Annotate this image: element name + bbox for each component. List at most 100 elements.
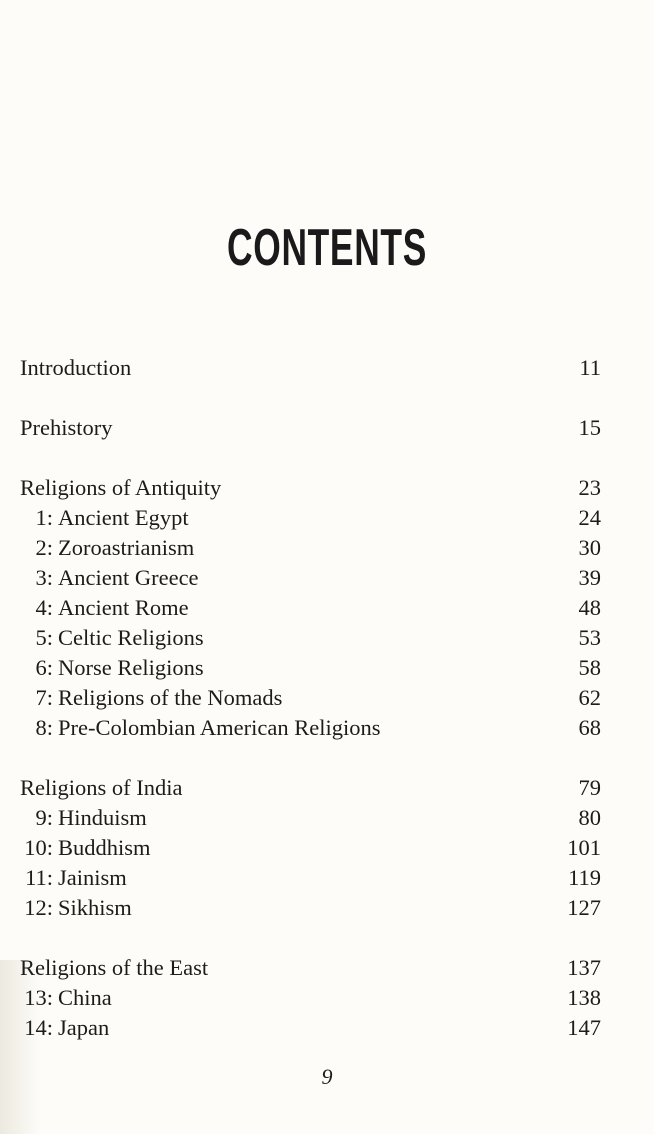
entry-page: 119 xyxy=(568,865,601,890)
page-number: 9 xyxy=(321,1064,333,1089)
entry-title: Zoroastrianism xyxy=(58,535,195,560)
toc-entry: 13: China 138 xyxy=(20,983,601,1013)
toc-entry: 3: Ancient Greece 39 xyxy=(20,563,601,593)
chapter-number: 12: xyxy=(24,895,53,920)
entry-title: Pre-Colombian American Religions xyxy=(58,715,381,740)
entry-title: Religions of the East xyxy=(20,955,209,980)
chapter-number: 1: xyxy=(35,505,53,530)
entry-title: Japan xyxy=(58,1015,110,1040)
entry-page: 24 xyxy=(578,505,602,530)
entry-label: Prehistory xyxy=(20,413,113,443)
entry-label: 8: Pre-Colombian American Religions xyxy=(20,713,380,743)
entry-label: 13: China xyxy=(20,983,112,1013)
entry-label: 9: Hinduism xyxy=(20,803,147,833)
entry-title: Religions of India xyxy=(20,775,183,800)
entry-title: Religions of the Nomads xyxy=(58,685,283,710)
entry-page: 127 xyxy=(567,895,601,920)
chapter-number: 14: xyxy=(24,1015,53,1040)
toc-entry: Prehistory 15 xyxy=(20,413,601,443)
entry-page: 138 xyxy=(567,985,601,1010)
entry-page: 48 xyxy=(578,595,602,620)
chapter-number: 2: xyxy=(35,535,53,560)
entry-label: 3: Ancient Greece xyxy=(20,563,199,593)
entry-label: 1: Ancient Egypt xyxy=(20,503,189,533)
toc-entry: 1: Ancient Egypt 24 xyxy=(20,503,601,533)
title-text: CONTENTS xyxy=(227,219,427,277)
chapter-number: 9: xyxy=(35,805,53,830)
entry-page: 15 xyxy=(578,415,602,440)
entry-page: 53 xyxy=(578,625,602,650)
entry-label: Religions of the East xyxy=(20,953,208,983)
entry-label: Introduction xyxy=(20,353,131,383)
chapter-number: 5: xyxy=(35,625,53,650)
entry-label: 14: Japan xyxy=(20,1013,109,1043)
toc-entry: 6: Norse Religions 58 xyxy=(20,653,601,683)
entry-page: 30 xyxy=(578,535,602,560)
toc-entry: 4: Ancient Rome 48 xyxy=(20,593,601,623)
entry-page: 68 xyxy=(578,715,602,740)
page-title: CONTENTS xyxy=(0,218,654,278)
entry-page: 62 xyxy=(578,685,602,710)
toc-entry: 8: Pre-Colombian American Religions 68 xyxy=(20,713,601,743)
entry-title: Religions of Antiquity xyxy=(20,475,222,500)
entry-label: 11: Jainism xyxy=(20,863,127,893)
toc-entry: Religions of the East 137 xyxy=(20,953,601,983)
entry-label: 12: Sikhism xyxy=(20,893,132,923)
entry-title: Jainism xyxy=(58,865,127,890)
toc-entry: 7: Religions of the Nomads 62 xyxy=(20,683,601,713)
toc-entry: Religions of Antiquity 23 xyxy=(20,473,601,503)
entry-title: Prehistory xyxy=(20,415,113,440)
entry-page: 58 xyxy=(578,655,602,680)
toc-entry: 10: Buddhism 101 xyxy=(20,833,601,863)
entry-title: Celtic Religions xyxy=(58,625,204,650)
toc-entry: 9: Hinduism 80 xyxy=(20,803,601,833)
entry-page: 11 xyxy=(579,355,601,380)
chapter-number: 3: xyxy=(35,565,53,590)
entry-title: Ancient Egypt xyxy=(58,505,189,530)
table-of-contents: Introduction 11 Prehistory 15 Religions of A… xyxy=(20,353,601,1073)
page-edge-shadow xyxy=(0,960,40,1134)
entry-title: Ancient Rome xyxy=(58,595,189,620)
entry-title: Buddhism xyxy=(58,835,151,860)
toc-section: Religions of the East 137 13: China 138 14: Ja… xyxy=(20,953,601,1043)
chapter-number: 10: xyxy=(24,835,53,860)
entry-page: 101 xyxy=(567,835,601,860)
entry-label: 7: Religions of the Nomads xyxy=(20,683,282,713)
entry-page: 80 xyxy=(578,805,602,830)
entry-label: 2: Zoroastrianism xyxy=(20,533,194,563)
entry-page: 23 xyxy=(578,475,602,500)
entry-label: 6: Norse Religions xyxy=(20,653,204,683)
entry-page: 79 xyxy=(578,775,602,800)
toc-entry: Introduction 11 xyxy=(20,353,601,383)
entry-title: Introduction xyxy=(20,355,132,380)
toc-entry: 11: Jainism 119 xyxy=(20,863,601,893)
chapter-number: 7: xyxy=(35,685,53,710)
entry-title: Sikhism xyxy=(58,895,132,920)
toc-entry: 2: Zoroastrianism 30 xyxy=(20,533,601,563)
entry-label: 10: Buddhism xyxy=(20,833,151,863)
entry-label: Religions of India xyxy=(20,773,182,803)
chapter-number: 6: xyxy=(35,655,53,680)
chapter-number: 8: xyxy=(35,715,53,740)
entry-title: Norse Religions xyxy=(58,655,204,680)
entry-label: Religions of Antiquity xyxy=(20,473,221,503)
toc-section: Introduction 11 xyxy=(20,353,601,383)
toc-section: Religions of Antiquity 23 1: Ancient Egypt 2… xyxy=(20,473,601,743)
toc-section: Religions of India 79 9: Hinduism 80 10: Buddh… xyxy=(20,773,601,923)
chapter-number: 4: xyxy=(35,595,53,620)
entry-page: 137 xyxy=(567,955,601,980)
entry-title: Ancient Greece xyxy=(58,565,199,590)
entry-label: 5: Celtic Religions xyxy=(20,623,204,653)
toc-entry: 14: Japan 147 xyxy=(20,1013,601,1043)
chapter-number: 11: xyxy=(25,865,53,890)
chapter-number: 13: xyxy=(24,985,53,1010)
entry-page: 147 xyxy=(567,1015,601,1040)
entry-title: Hinduism xyxy=(58,805,147,830)
entry-page: 39 xyxy=(578,565,602,590)
toc-entry: Religions of India 79 xyxy=(20,773,601,803)
toc-entry: 12: Sikhism 127 xyxy=(20,893,601,923)
toc-section: Prehistory 15 xyxy=(20,413,601,443)
entry-label: 4: Ancient Rome xyxy=(20,593,189,623)
toc-entry: 5: Celtic Religions 53 xyxy=(20,623,601,653)
entry-title: China xyxy=(58,985,112,1010)
